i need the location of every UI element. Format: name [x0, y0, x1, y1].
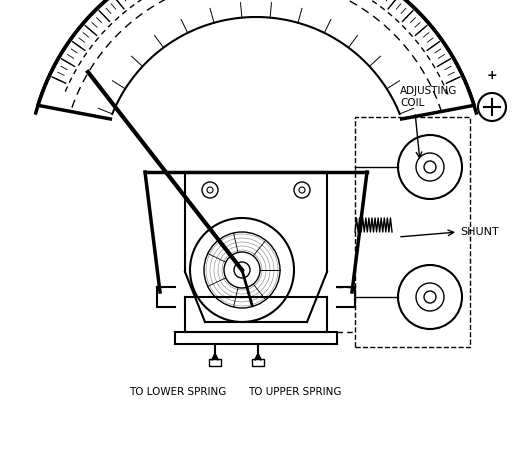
Text: +: + [487, 69, 497, 82]
Text: TO LOWER SPRING: TO LOWER SPRING [130, 387, 227, 397]
Text: SHUNT: SHUNT [460, 227, 499, 237]
Text: ADJUSTING
COIL: ADJUSTING COIL [400, 86, 457, 108]
Text: TO UPPER SPRING: TO UPPER SPRING [248, 387, 342, 397]
Bar [252, 359, 264, 366]
Bar [355, 117, 470, 347]
Bar [209, 359, 221, 366]
